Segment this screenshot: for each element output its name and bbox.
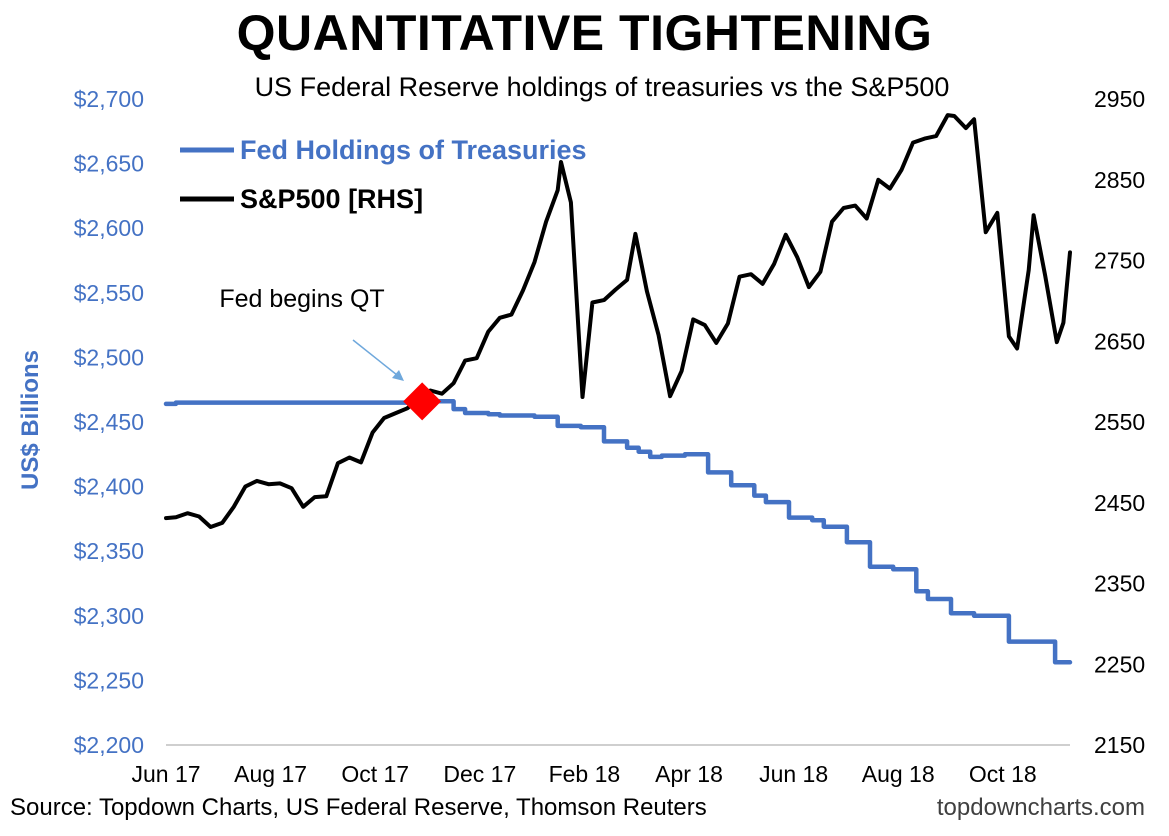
x-tick-label: Jun 17 <box>131 761 200 787</box>
annotation-layer: Fed begins QT <box>219 285 442 421</box>
x-tick-label: Oct 17 <box>341 761 409 787</box>
y-right-tick-label: 2350 <box>1094 571 1145 597</box>
legend-label: Fed Holdings of Treasuries <box>240 135 587 165</box>
y-left-tick-label: $2,600 <box>74 215 144 241</box>
y-right-tick-label: 2650 <box>1094 328 1145 354</box>
y-left-tick-label: $2,550 <box>74 280 144 306</box>
chart-subtitle: US Federal Reserve holdings of treasurie… <box>254 72 950 102</box>
y-left-tick-label: $2,400 <box>74 474 144 500</box>
y-left-tick-label: $2,250 <box>74 667 144 693</box>
y-right-tick-label: 2950 <box>1094 86 1145 112</box>
legend-label: S&P500 [RHS] <box>240 184 423 214</box>
x-tick-label: Apr 18 <box>655 761 723 787</box>
x-tick-label: Feb 18 <box>549 761 621 787</box>
y-left-tick-label: $2,300 <box>74 603 144 629</box>
y-right-tick-label: 2750 <box>1094 248 1145 274</box>
fed-holdings-line <box>163 399 1073 665</box>
y-right-tick-label: 2850 <box>1094 167 1145 193</box>
y-left-tick-label: $2,200 <box>74 732 144 758</box>
y-left-tick-label: $2,500 <box>74 344 144 370</box>
y-right-tick-label: 2250 <box>1094 651 1145 677</box>
x-tick-label: Dec 17 <box>443 761 516 787</box>
brand-credit: topdowncharts.com <box>936 794 1145 821</box>
y-right-tick-label: 2450 <box>1094 490 1145 516</box>
series-layer <box>163 113 1073 665</box>
sp500-line <box>164 113 1072 529</box>
x-tick-label: Aug 17 <box>234 761 307 787</box>
source-note: Source: Topdown Charts, US Federal Reser… <box>10 794 707 821</box>
annotation-arrowhead <box>392 370 404 381</box>
annotation-arrow <box>352 339 398 376</box>
y-left-tick-label: $2,450 <box>74 409 144 435</box>
y-left-axis-label: US$ Billions <box>17 350 44 490</box>
y-left-tick-label: $2,350 <box>74 538 144 564</box>
x-tick-label: Aug 18 <box>862 761 935 787</box>
legend: Fed Holdings of Treasuries S&P500 [RHS] <box>180 135 587 214</box>
qt-start-marker <box>403 382 442 421</box>
y-right-tick-label: 2550 <box>1094 409 1145 435</box>
x-tick-label: Oct 18 <box>969 761 1037 787</box>
y-left-tick-label: $2,650 <box>74 151 144 177</box>
y-right-tick-label: 2150 <box>1094 732 1145 758</box>
chart-title: QUANTITATIVE TIGHTENING <box>236 5 933 61</box>
annotation-label: Fed begins QT <box>219 285 384 313</box>
y-left-tick-label: $2,700 <box>74 86 144 112</box>
axes: Jun 17 Aug 17 Oct 17 Dec 17 Feb 18 Apr 18 Jun … <box>17 86 1145 787</box>
x-tick-label: Jun 18 <box>759 761 828 787</box>
